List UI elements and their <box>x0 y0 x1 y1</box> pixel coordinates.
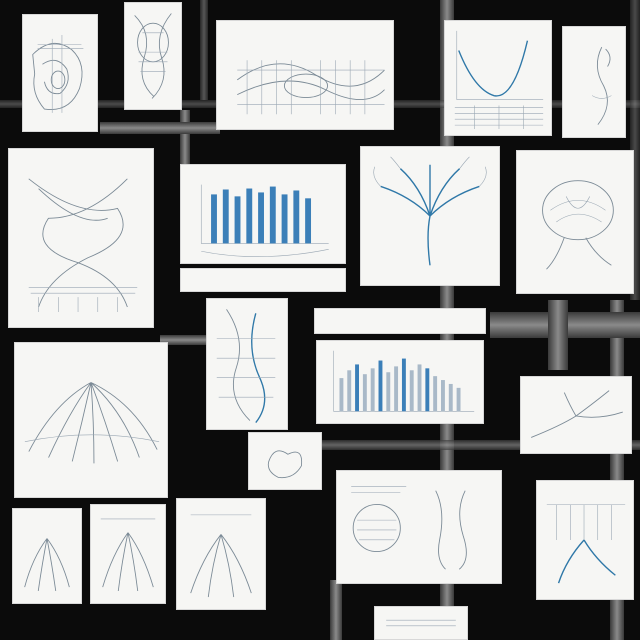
sheet-plant-1 <box>12 508 82 604</box>
plant-illustration <box>100 518 156 592</box>
pipe <box>100 122 220 134</box>
organ-study-illustration <box>351 486 467 570</box>
bar-chart <box>200 184 329 257</box>
sheet-nerve-bundle <box>124 2 182 110</box>
sheet-bar-chart-caption <box>180 268 346 292</box>
strand-illustration <box>591 46 612 125</box>
pipe <box>160 335 220 345</box>
sheet-nerve-strand <box>562 26 626 138</box>
sheet-plant-2 <box>90 504 166 604</box>
vessel-illustration <box>216 309 276 423</box>
sheet-root-diagram <box>536 480 634 600</box>
nerve-bundle-illustration <box>134 13 172 99</box>
branching-tree-illustration <box>373 156 487 266</box>
brain-illustration <box>542 180 614 270</box>
sheet-line-graph <box>444 20 552 136</box>
pipe <box>200 0 208 100</box>
sliver-illustration <box>386 619 456 627</box>
root-diagram-illustration <box>546 504 626 584</box>
pipe <box>548 300 568 370</box>
pipe <box>300 440 640 450</box>
sheet-branch-right <box>520 376 632 454</box>
sheet-brain-section <box>516 150 634 294</box>
organ-illustration <box>267 450 303 479</box>
sheet-top-left-anatomy <box>22 14 98 132</box>
anatomy-illustration <box>32 35 84 113</box>
sheet-bottom-sliver <box>374 606 468 640</box>
sheet-title-banner <box>314 308 486 334</box>
bar-chart <box>333 350 475 412</box>
plant-illustration <box>24 538 70 592</box>
sheet-plant-3 <box>176 498 266 610</box>
sheet-organ-study <box>336 470 502 584</box>
line-graph <box>454 30 544 130</box>
pipe <box>630 0 640 300</box>
network-illustration <box>236 60 385 115</box>
fiber-spread-illustration <box>24 382 160 464</box>
muscle-twist-illustration <box>28 178 138 312</box>
pipe <box>180 110 190 170</box>
sheet-small-organ <box>248 432 322 490</box>
pipe <box>330 580 342 640</box>
sheet-branching-tree <box>360 146 500 286</box>
sheet-bar-chart-top <box>180 164 346 264</box>
sheet-vessel-detail <box>206 298 288 430</box>
sheet-fiber-spread <box>14 342 168 498</box>
sheet-vascular-network <box>216 20 394 130</box>
plant-illustration <box>190 514 252 598</box>
sheet-muscle-twist <box>8 148 154 328</box>
sheet-bar-chart-bottom <box>316 340 484 424</box>
branch-illustration <box>531 390 623 438</box>
